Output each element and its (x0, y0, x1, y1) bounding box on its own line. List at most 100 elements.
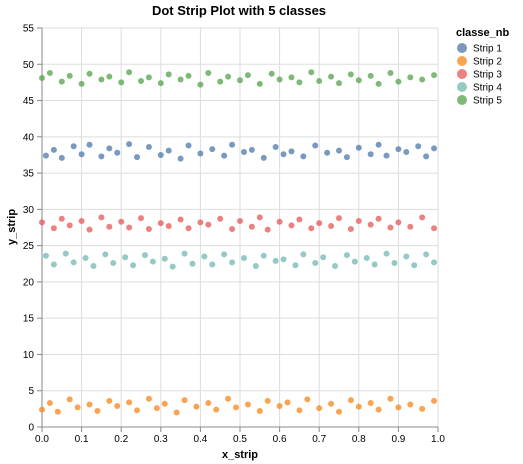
strip-4-point (343, 252, 350, 259)
strip-1-point (300, 153, 307, 160)
strip-2-point (86, 401, 93, 408)
strip-1-point (375, 141, 382, 148)
strip-2-point (431, 397, 438, 404)
strip-5-point (244, 72, 251, 79)
strip-4-point (423, 251, 430, 258)
strip-1-point (312, 142, 319, 149)
strip-4-point (363, 254, 370, 261)
strip-2-point (336, 408, 342, 415)
strip-2-point (213, 406, 220, 413)
strip-2-point (347, 397, 354, 404)
strip-1-point (343, 154, 350, 161)
strip-4-point (169, 263, 176, 270)
legend-swatch (457, 82, 467, 92)
strip-5-point (355, 77, 362, 84)
strip-5-point (217, 78, 224, 85)
legend-title: classe_nb (456, 27, 509, 39)
strip-3-point (205, 221, 212, 228)
strip-2-point (316, 405, 323, 412)
strip-1-point (431, 145, 438, 152)
y-tick-label: 20 (23, 277, 35, 288)
strip-5-point (367, 72, 374, 79)
strip-5-point (316, 77, 323, 84)
legend-label: Strip 1 (473, 44, 502, 55)
strip-4-point (272, 257, 279, 264)
strip-1-point (42, 152, 49, 159)
strip-4-point (149, 258, 156, 265)
strip-1-point (185, 142, 192, 149)
strip-2-point (367, 400, 374, 407)
strip-4-point (252, 262, 259, 269)
strip-5-point (98, 76, 105, 83)
strip-3-point (276, 218, 283, 225)
strip-5-point (78, 80, 85, 87)
x-tick-label: 0.8 (352, 434, 366, 445)
strip-3-point (185, 225, 192, 232)
strip-2-point (54, 408, 61, 415)
strip-1-point (177, 155, 184, 162)
legend-label: Strip 5 (473, 96, 502, 107)
strip-3-point (288, 222, 295, 229)
strip-4-point (90, 262, 97, 269)
strip-5-point (336, 80, 342, 87)
strip-5-point (288, 74, 295, 81)
y-tick-label: 10 (23, 350, 35, 361)
strip-1-point (221, 152, 228, 159)
strip-3-point (308, 225, 315, 232)
strip-3-point (367, 221, 374, 228)
strip-4-point (82, 254, 89, 261)
strip-1-point (134, 154, 141, 161)
strip-3-point (217, 215, 224, 222)
strip-4-point (292, 262, 299, 269)
strip-2-point (106, 397, 113, 404)
strip-4-point (300, 251, 307, 258)
strip-4-point (221, 251, 228, 258)
strip-2-point (173, 409, 180, 416)
strip-3-point (177, 216, 184, 223)
strip-4-point (431, 259, 438, 266)
y-axis-title: y_strip (6, 209, 18, 245)
strip-2-point (46, 400, 53, 407)
legend-label: Strip 4 (473, 83, 502, 94)
strip-4-point (70, 259, 77, 266)
strip-3-point (138, 215, 144, 222)
strip-1-point (126, 141, 133, 148)
strip-5-point (395, 78, 402, 85)
strip-2-point (256, 408, 263, 415)
strip-1-point (248, 146, 255, 153)
strip-3-point (66, 222, 73, 229)
strip-1-point (415, 143, 422, 150)
strip-5-point (328, 73, 335, 80)
strip-2-point (395, 404, 402, 411)
strip-4-point (320, 254, 327, 261)
strip-5-point (39, 75, 45, 82)
strip-1-point (114, 149, 121, 156)
strip-3-point (145, 225, 152, 232)
strip-5-point (419, 76, 426, 83)
strip-1-point (395, 146, 402, 153)
strip-1-point (280, 151, 287, 158)
axes: 0.0 0.1 0.2 0.3 0.4 0.5 0.6 0.7 0.8 0.9 1.0 0 5 10 15 2… (23, 24, 446, 446)
strip-3-point (431, 225, 438, 232)
strip-3-point (347, 225, 354, 232)
strip-5-point (185, 72, 192, 79)
strip-3-point (375, 215, 382, 222)
strip-3-point (387, 224, 394, 231)
strip-5-point (308, 69, 315, 76)
strip-1-point (260, 154, 267, 161)
strip-2-point (66, 396, 73, 403)
strip-3-point (58, 215, 65, 222)
strip-1-point (165, 147, 172, 154)
strip-5-point (387, 69, 394, 76)
strip-4-point (351, 258, 358, 265)
strip-3-point (395, 219, 402, 226)
strip-2-point (419, 405, 426, 412)
strip-2-point (407, 401, 414, 408)
strip-4-point (189, 260, 196, 267)
strip-1-point (197, 150, 204, 157)
y-tick-label: 45 (23, 96, 35, 107)
strip-4-point (312, 260, 319, 267)
strip-3-point (248, 223, 255, 230)
x-tick-label: 1.0 (431, 434, 445, 445)
